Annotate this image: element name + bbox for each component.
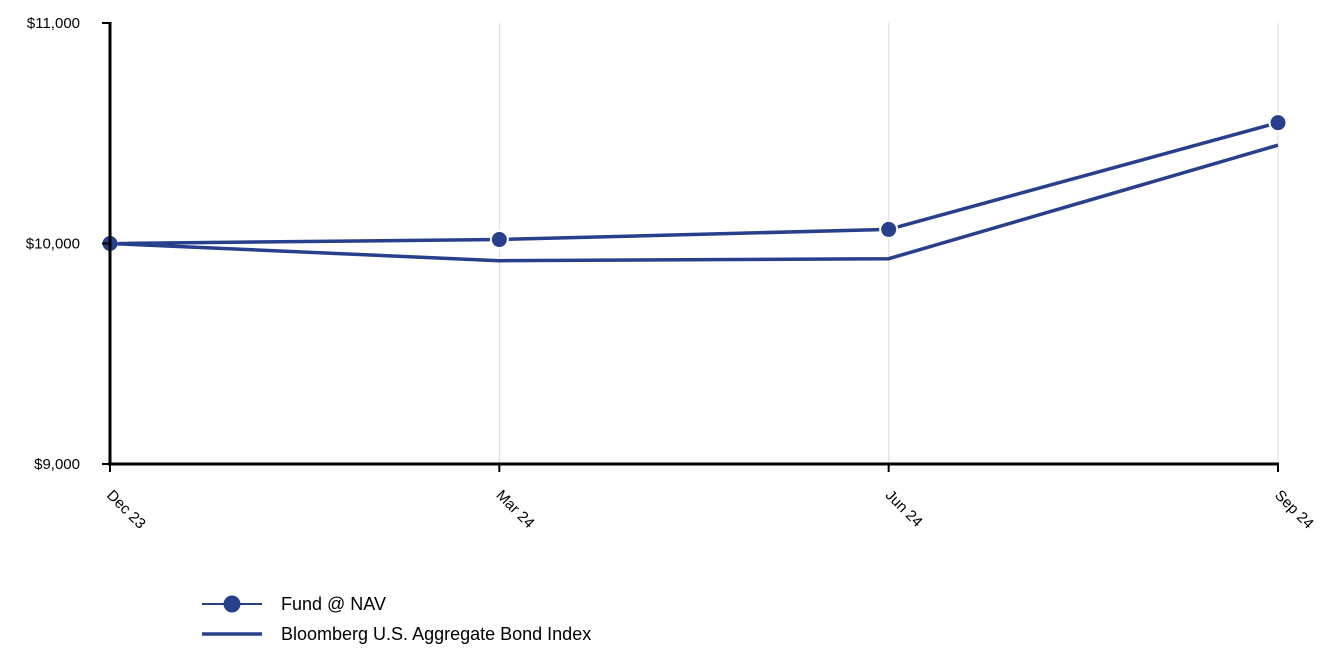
- grid-lines: [498, 23, 1279, 464]
- y-tick-label-0: $9,000: [34, 456, 80, 473]
- x-tick-label-2: Jun 24: [882, 487, 926, 531]
- axis-ticks: $9,000 $10,000 $11,000 Dec 23 Mar 24 Jun 24 Se…: [26, 15, 1317, 532]
- x-tick-label-1: Mar 24: [493, 487, 538, 532]
- legend: Fund @ NAV Bloomberg U.S. Aggregate Bond …: [202, 594, 591, 644]
- x-tick-label-0: Dec 23: [103, 487, 149, 533]
- series-halo-0: [109, 118, 1280, 248]
- legend-marker-0: [223, 595, 241, 613]
- legend-label-1: Bloomberg U.S. Aggregate Bond Index: [281, 624, 591, 644]
- data-point-0-2: [879, 219, 899, 239]
- series-group: [100, 113, 1288, 263]
- x-tick-label-3: Sep 24: [1271, 487, 1317, 533]
- y-tick-label-2: $11,000: [27, 15, 80, 32]
- series-line-0: [109, 120, 1279, 246]
- y-tick-label-1: $10,000: [26, 236, 80, 253]
- data-point-0-3: [1268, 113, 1288, 133]
- series-line-1: [109, 143, 1279, 263]
- data-point-0-1: [489, 230, 509, 250]
- legend-label-0: Fund @ NAV: [281, 594, 386, 614]
